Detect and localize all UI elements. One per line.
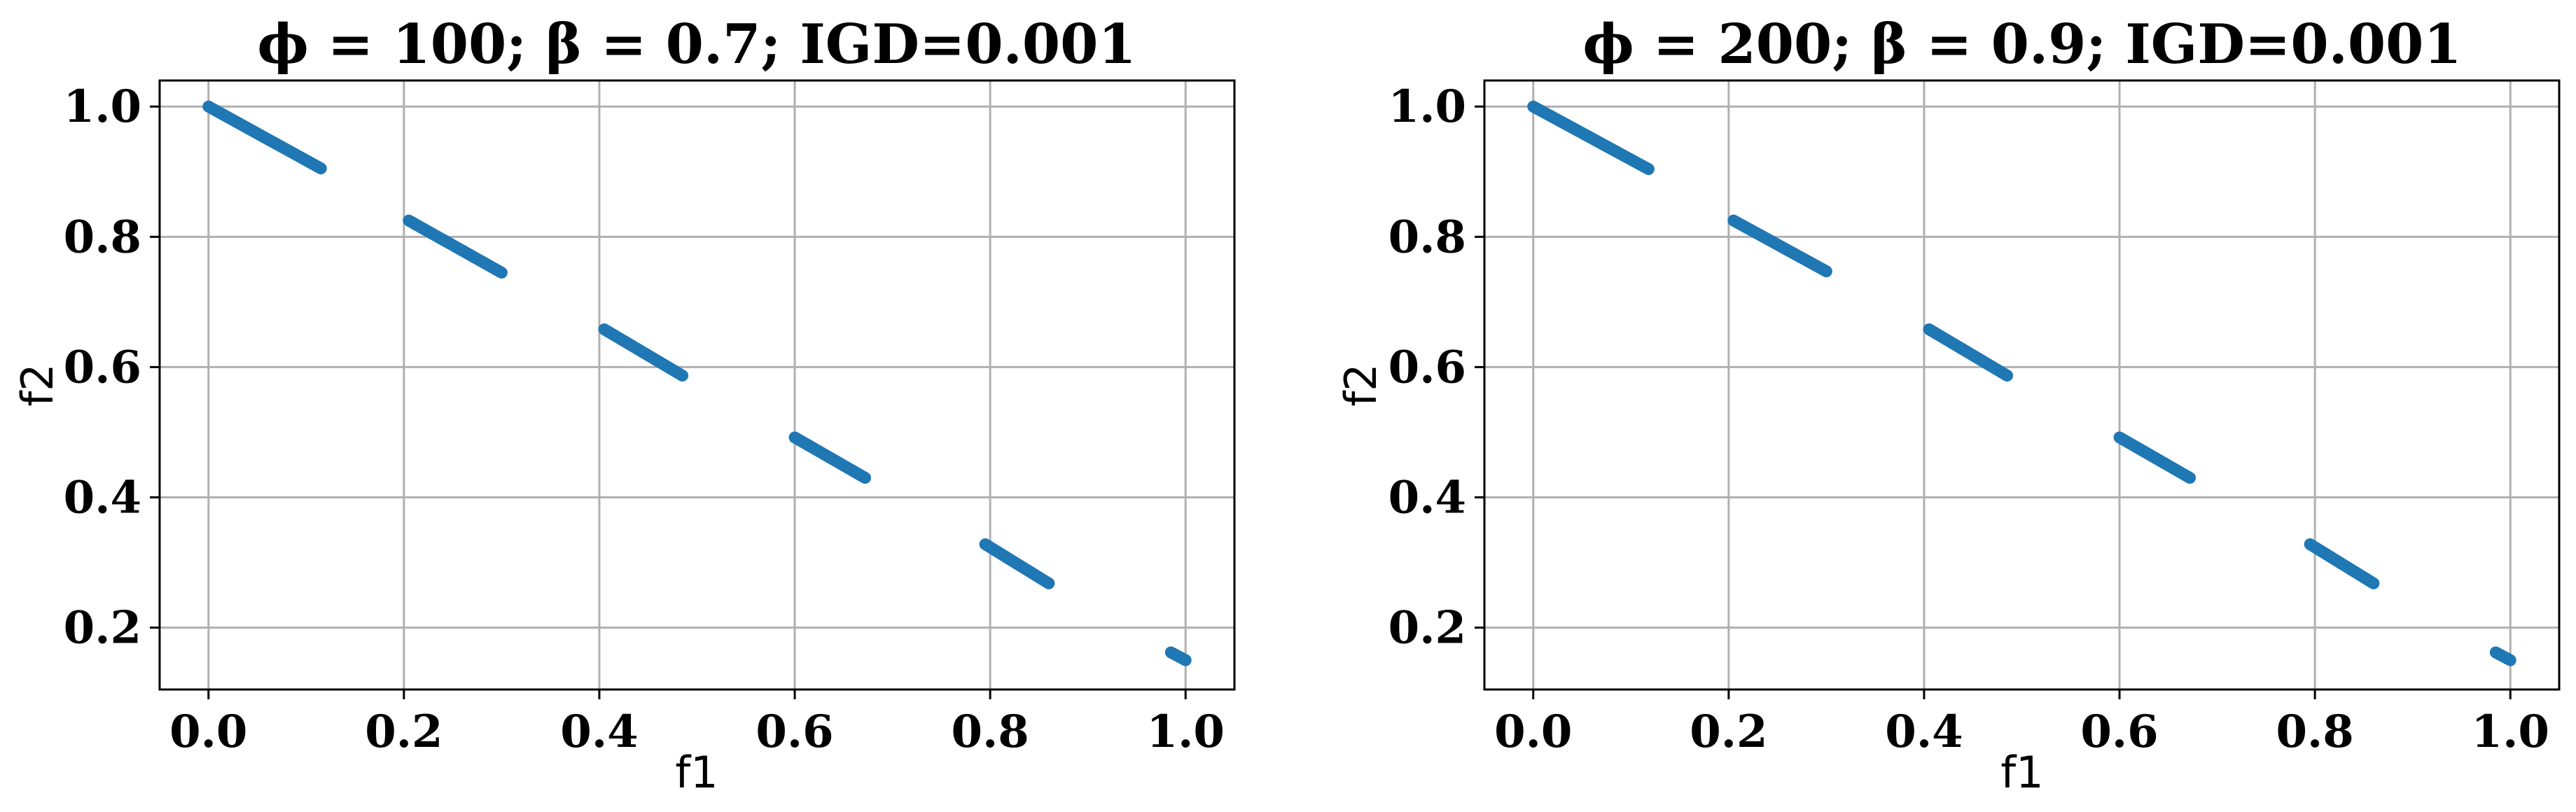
- chart-1-xtick-label: 0.4: [560, 706, 638, 758]
- chart-1-front-segment-3: [598, 323, 689, 382]
- chart-1-ytick-label: 1.0: [64, 80, 141, 133]
- chart-1-front-segment-6: [1164, 646, 1192, 666]
- chart-2-ylabel: f2: [1335, 363, 1386, 406]
- chart-1-marks: [202, 100, 1192, 666]
- chart-2-xtick-label: 0.8: [2276, 706, 2353, 758]
- chart-2-front-segment-1: [1527, 100, 1655, 176]
- chart-1-yticks: 0.2 0.4 0.6 0.8 1.0: [64, 80, 160, 654]
- chart-2-xtick-label: 0.6: [2080, 706, 2158, 758]
- chart-1-xticks: 0.0 0.2 0.4 0.6 0.8 1.0: [169, 690, 1225, 758]
- chart-2-ytick-label: 0.6: [1388, 341, 1466, 393]
- chart-2-xtick-label: 0.4: [1885, 706, 1963, 758]
- chart-1-ytick-label: 0.4: [64, 472, 141, 524]
- chart-1-front-segment-5: [979, 538, 1055, 589]
- chart-1-ytick-label: 0.2: [64, 602, 141, 654]
- chart-panel-1: ϕ = 100; β = 0.7; IGD=0.001 0.0 0.2 0.4 0.6…: [12, 13, 1236, 798]
- chart-1-xtick-label: 1.0: [1147, 706, 1225, 758]
- chart-1-xtick-label: 0.8: [951, 706, 1029, 758]
- chart-1-xtick-label: 0.2: [365, 706, 443, 758]
- chart-1-title: ϕ = 100; β = 0.7; IGD=0.001: [257, 13, 1136, 76]
- chart-2-xticks: 0.0 0.2 0.4 0.6 0.8 1.0: [1494, 690, 2549, 758]
- chart-1-xtick-label: 0.0: [169, 706, 247, 758]
- chart-2-ytick-label: 0.2: [1388, 602, 1466, 654]
- chart-2-yticks: 0.2 0.4 0.6 0.8 1.0: [1388, 80, 1484, 654]
- chart-2-ytick-label: 1.0: [1388, 80, 1466, 133]
- chart-2-ytick-label: 0.4: [1388, 472, 1466, 524]
- chart-1-ylabel: f2: [12, 363, 63, 406]
- chart-1-xlabel: f1: [675, 747, 718, 798]
- chart-2-front-segment-6: [2489, 646, 2516, 666]
- chart-2-xtick-label: 0.0: [1494, 706, 1572, 758]
- chart-2-xlabel: f1: [2000, 747, 2043, 798]
- chart-1-front-segment-1: [202, 100, 327, 175]
- chart-panel-2: ϕ = 200; β = 0.9; IGD=0.001 0.0 0.2 0.4 0.6…: [1335, 13, 2561, 798]
- chart-2-front-segment-5: [2304, 538, 2380, 589]
- chart-2-xtick-label: 0.2: [1690, 706, 1767, 758]
- chart-1-xtick-label: 0.6: [756, 706, 833, 758]
- chart-2-grid: [1484, 80, 2559, 690]
- chart-2-front-segment-3: [1923, 323, 2014, 382]
- chart-2-xtick-label: 1.0: [2472, 706, 2549, 758]
- chart-2-frame: [1483, 79, 2561, 691]
- chart-2-front-segment-2: [1727, 214, 1832, 278]
- chart-1-ytick-label: 0.8: [64, 211, 141, 263]
- chart-2-title: ϕ = 200; β = 0.9; IGD=0.001: [1582, 13, 2461, 76]
- chart-2-ytick-label: 0.8: [1388, 211, 1466, 263]
- chart-2-front-segment-4: [2113, 431, 2196, 484]
- chart-1-ytick-label: 0.6: [64, 341, 141, 393]
- chart-2-marks: [1527, 100, 2516, 666]
- chart-1-front-segment-2: [403, 214, 508, 279]
- chart-1-frame: [158, 79, 1236, 691]
- chart-1-grid: [160, 80, 1234, 690]
- chart-1-front-segment-4: [788, 431, 872, 484]
